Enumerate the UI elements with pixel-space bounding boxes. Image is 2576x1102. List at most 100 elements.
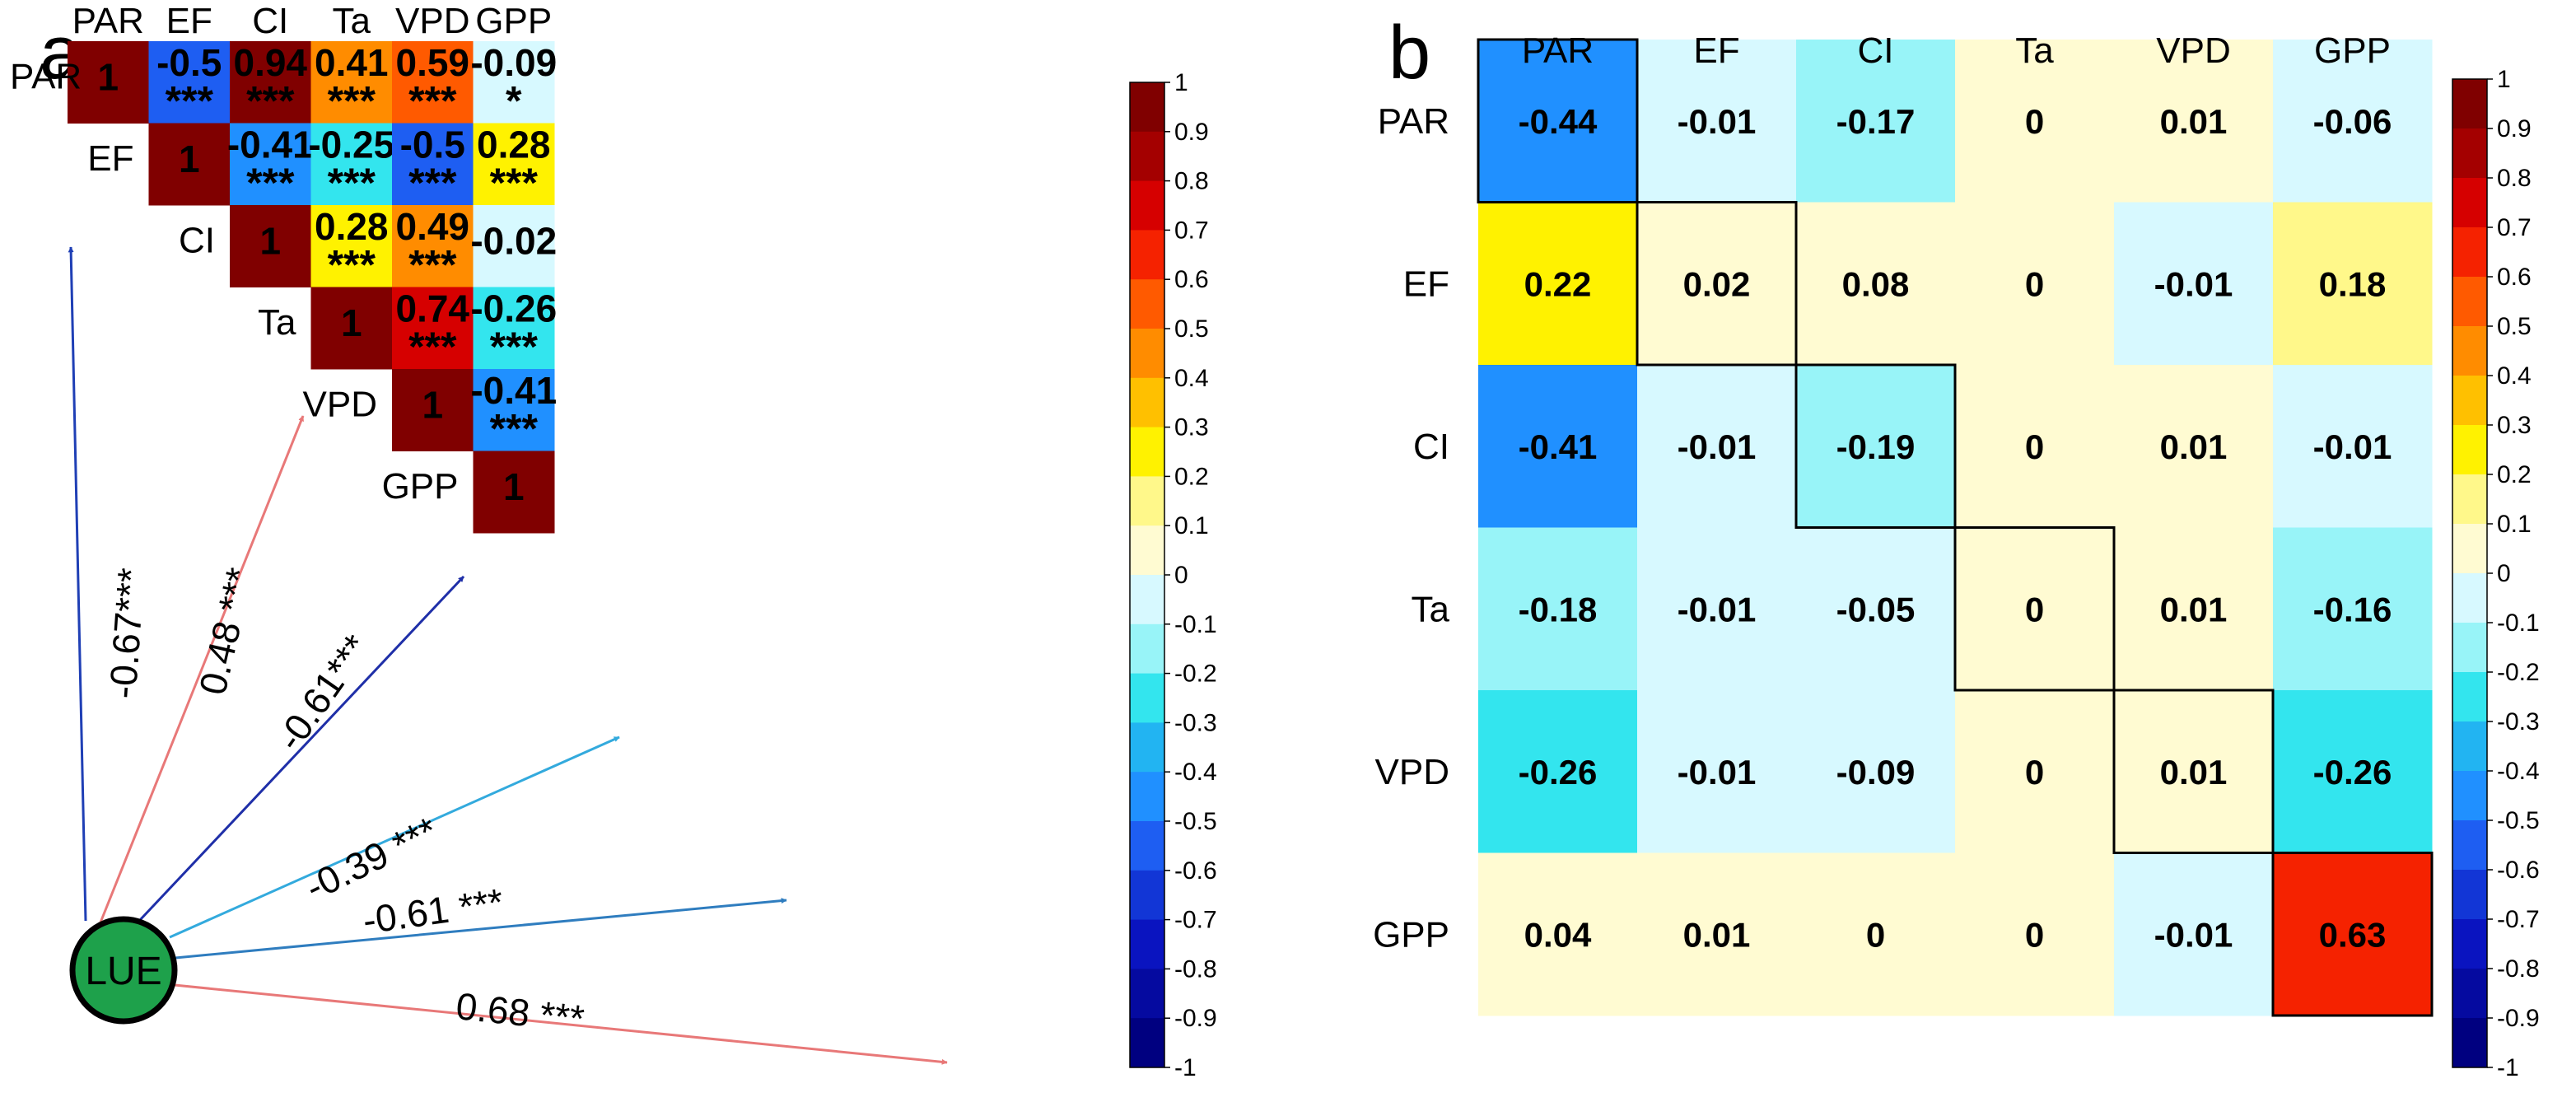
colorbar-tick-label: 0: [1174, 562, 1188, 589]
panel-a-cells: 1 -0.5***0.94***0.41***0.59***-0.09*1 -0.4…: [68, 41, 557, 534]
diagonal-outline: [1636, 201, 1798, 367]
colorbar-tick-label: 0.4: [1174, 365, 1209, 392]
cell-value-label: 0.49: [395, 205, 469, 248]
matrix-cell: [1637, 852, 1797, 1016]
cell-value-label: -0.25: [308, 123, 394, 166]
colorbar-tick-label: -0.3: [1174, 709, 1217, 736]
cell-value-label: -0.26: [1519, 753, 1598, 791]
colorbar-tick-label: 0.7: [1174, 217, 1209, 244]
colorbar-segment: [1130, 575, 1164, 625]
matrix-cell: [1637, 690, 1797, 853]
colorbar-segment: [1130, 476, 1164, 526]
matrix-cell: [2273, 690, 2433, 853]
matrix-cell: [68, 41, 149, 124]
colorbar-segment: [2452, 425, 2487, 475]
colorbar-tick-label: -0.4: [2497, 758, 2540, 785]
cell-value-label: -0.17: [1836, 102, 1916, 141]
matrix-cell: [1637, 527, 1797, 691]
colorbar-segment: [1130, 329, 1164, 379]
panel-b-column-labels: PAR EF CI Ta VPD GPP: [1522, 30, 2391, 71]
colorbar-segment: [1130, 427, 1164, 477]
row-label: Ta: [1412, 589, 1450, 629]
cell-value-label: -0.09: [470, 41, 557, 84]
panel-a-correlation-matrix: a -0.67*** 0.48 *** -0.61***-0.39 ***-0.61…: [10, 1, 1217, 1081]
lue-circle: [69, 916, 178, 1025]
colorbar-segment: [1130, 279, 1164, 329]
cell-value-label: 0.08: [1842, 264, 1910, 303]
colorbar-tick-label: -0.5: [1174, 808, 1217, 835]
matrix-cell: [1955, 202, 2115, 366]
diagonal-outline: [2271, 852, 2434, 1017]
colorbar-tick-label: -0.2: [1174, 661, 1217, 688]
matrix-cell: [2114, 527, 2274, 691]
colorbar-segment: [2452, 277, 2487, 327]
colorbar-tick-label: 0.2: [1174, 463, 1209, 490]
matrix-cell: [2114, 202, 2274, 366]
panel-a-diagonal-labels: PAR EF CI Ta VPD GPP: [10, 57, 459, 507]
row-label: GPP: [382, 466, 459, 507]
path-coefficient-label: 0.48 ***: [191, 563, 262, 698]
cell-value-label: -0.16: [2313, 590, 2392, 628]
panel-a-column-labels: PAR EF CI Ta VPD GPP: [72, 1, 553, 41]
colorbar-tick-label: 1: [1174, 69, 1188, 96]
cell-value-label: 0: [2025, 753, 2044, 791]
row-label: VPD: [1375, 752, 1449, 792]
path-arrow: [175, 898, 787, 960]
matrix-cell: [2273, 527, 2433, 691]
matrix-cell: [392, 205, 474, 287]
significance-stars: *: [506, 78, 522, 124]
column-label: CI: [252, 1, 288, 41]
significance-stars: ***: [328, 78, 376, 124]
cell-value-label: -0.5: [156, 41, 222, 84]
matrix-cell: [2114, 40, 2274, 203]
cell-value-label: -0.44: [1519, 102, 1598, 141]
matrix-cell: [473, 287, 555, 370]
colorbar-tick-label: 0.8: [1174, 168, 1209, 195]
significance-stars: ***: [246, 160, 295, 206]
cell-value-label: -0.06: [2313, 102, 2392, 141]
column-label: Ta: [2015, 30, 2054, 71]
colorbar-tick-label: 0.5: [2497, 313, 2532, 340]
cell-value-label: 0.94: [233, 41, 307, 84]
matrix-cell: [2114, 690, 2274, 853]
cell-value-label: 1: [422, 384, 443, 427]
significance-stars: ***: [328, 160, 376, 206]
column-label: PAR: [1522, 30, 1594, 71]
cell-value-label: 0: [2025, 915, 2044, 954]
colorbar-segment: [1130, 82, 1164, 133]
diagonal-outline: [1953, 526, 2116, 692]
colorbar-tick-label: -0.7: [2497, 906, 2540, 933]
colorbar-tick-label: -1: [1174, 1054, 1197, 1081]
matrix-cell: [392, 369, 474, 451]
matrix-cell: [473, 41, 555, 124]
panel-b-cells: -0.44 -0.01 -0.17 0 0.01 -0.06 0.22 0.02 0.08 0 -0…: [1478, 40, 2433, 1016]
colorbar-tick-label: 0.6: [1174, 266, 1209, 293]
colorbar-tick-label: -0.9: [2497, 1005, 2540, 1032]
column-label: Ta: [333, 1, 371, 41]
column-label: CI: [1858, 30, 1894, 71]
significance-stars: ***: [408, 78, 457, 124]
cell-value-label: -0.01: [1678, 753, 1757, 791]
significance-stars: ***: [408, 324, 457, 370]
colorbar-segment: [1130, 1018, 1164, 1068]
cell-value-label: 1: [341, 301, 362, 344]
cell-value-label: -0.26: [2313, 753, 2392, 791]
significance-stars: ***: [408, 160, 457, 206]
path-coefficient-label: 0.68 ***: [454, 984, 586, 1040]
cell-value-label: -0.01: [1678, 590, 1757, 628]
colorbar-tick-label: 0: [2497, 560, 2511, 587]
colorbar-tick-label: 0.9: [2497, 115, 2532, 142]
colorbar-segment: [2452, 178, 2487, 228]
cell-value-label: 0.01: [2160, 590, 2228, 628]
colorbar-segment: [2452, 919, 2487, 969]
cell-value-label: 0.28: [315, 205, 389, 248]
colorbar-tick-label: -0.2: [2497, 659, 2540, 686]
colorbar-tick-label: -0.8: [1174, 955, 1217, 983]
row-label: PAR: [10, 57, 82, 97]
cell-value-label: 0.02: [1683, 264, 1751, 303]
matrix-cell: [392, 41, 474, 124]
cell-value-label: 0.59: [395, 41, 469, 84]
panel-b-effect-matrix: b -0.44 -0.01 -0.17 0 0.01 -0.06 0.22 0.02 0.08 0…: [1373, 11, 2540, 1081]
colorbar-tick-label: 0.9: [1174, 119, 1209, 146]
cell-value-label: 1: [503, 465, 525, 508]
